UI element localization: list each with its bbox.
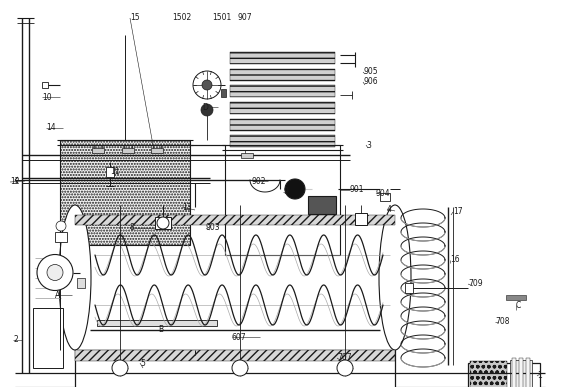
Text: 1501: 1501 xyxy=(212,14,231,22)
Text: 708: 708 xyxy=(495,317,510,327)
Bar xyxy=(106,167,114,177)
Bar xyxy=(519,358,523,387)
Text: A: A xyxy=(55,291,60,300)
Bar xyxy=(122,148,134,153)
Bar xyxy=(230,52,335,64)
Text: 14: 14 xyxy=(46,123,55,132)
Text: B: B xyxy=(158,325,163,334)
Circle shape xyxy=(285,179,305,199)
Text: D: D xyxy=(202,103,208,111)
Text: 2: 2 xyxy=(13,336,18,344)
Text: 907: 907 xyxy=(238,14,253,22)
Bar xyxy=(42,82,48,88)
Bar xyxy=(308,196,336,214)
Bar xyxy=(55,232,67,242)
Bar xyxy=(512,358,516,387)
Bar xyxy=(230,119,335,131)
Text: 904: 904 xyxy=(376,190,390,199)
Bar xyxy=(510,360,532,387)
Circle shape xyxy=(337,360,353,376)
Text: 10: 10 xyxy=(42,92,51,101)
Text: C: C xyxy=(516,300,521,310)
Bar xyxy=(77,277,85,288)
Text: 709: 709 xyxy=(468,279,483,288)
Circle shape xyxy=(157,217,169,229)
Bar xyxy=(155,217,171,229)
Ellipse shape xyxy=(59,205,91,350)
Bar xyxy=(230,102,335,114)
Text: 11: 11 xyxy=(110,168,120,176)
Bar xyxy=(526,358,530,387)
Bar xyxy=(468,363,540,387)
Bar xyxy=(355,213,367,225)
Bar xyxy=(221,89,226,97)
Bar xyxy=(470,361,507,387)
Text: 16: 16 xyxy=(450,255,459,264)
Circle shape xyxy=(201,104,213,116)
Bar xyxy=(405,283,413,293)
Bar xyxy=(225,145,340,255)
Bar xyxy=(506,295,526,300)
Circle shape xyxy=(47,264,63,281)
Text: 12: 12 xyxy=(10,178,20,187)
Text: 13: 13 xyxy=(182,202,192,212)
Circle shape xyxy=(193,71,221,99)
Bar xyxy=(75,350,395,361)
Circle shape xyxy=(202,80,212,90)
Text: 17: 17 xyxy=(453,207,463,216)
Text: 901: 901 xyxy=(350,185,364,195)
Bar xyxy=(151,148,163,153)
Bar xyxy=(97,320,217,326)
Bar xyxy=(60,140,190,245)
Bar xyxy=(230,85,335,98)
Text: 9: 9 xyxy=(283,187,288,197)
Text: 1: 1 xyxy=(537,372,542,380)
Circle shape xyxy=(37,255,73,291)
Text: 8: 8 xyxy=(130,224,134,233)
Text: 3: 3 xyxy=(366,140,371,149)
Bar xyxy=(75,215,395,225)
Bar xyxy=(380,193,390,201)
Bar xyxy=(92,148,104,153)
Bar xyxy=(75,350,395,387)
Circle shape xyxy=(112,360,128,376)
Ellipse shape xyxy=(379,205,411,350)
Bar xyxy=(230,68,335,80)
Text: 15: 15 xyxy=(130,14,140,22)
Text: 1502: 1502 xyxy=(172,14,191,22)
Text: 607: 607 xyxy=(232,332,247,341)
Text: 903: 903 xyxy=(206,224,220,233)
Text: 906: 906 xyxy=(363,77,377,87)
Text: 5: 5 xyxy=(140,358,145,368)
Text: 902: 902 xyxy=(252,176,267,185)
Text: 707: 707 xyxy=(337,353,351,363)
Text: 4: 4 xyxy=(387,204,392,214)
Circle shape xyxy=(56,221,66,231)
Bar xyxy=(241,153,253,158)
Circle shape xyxy=(232,360,248,376)
Text: 905: 905 xyxy=(363,67,377,77)
Bar xyxy=(230,135,335,147)
Bar xyxy=(33,308,63,368)
